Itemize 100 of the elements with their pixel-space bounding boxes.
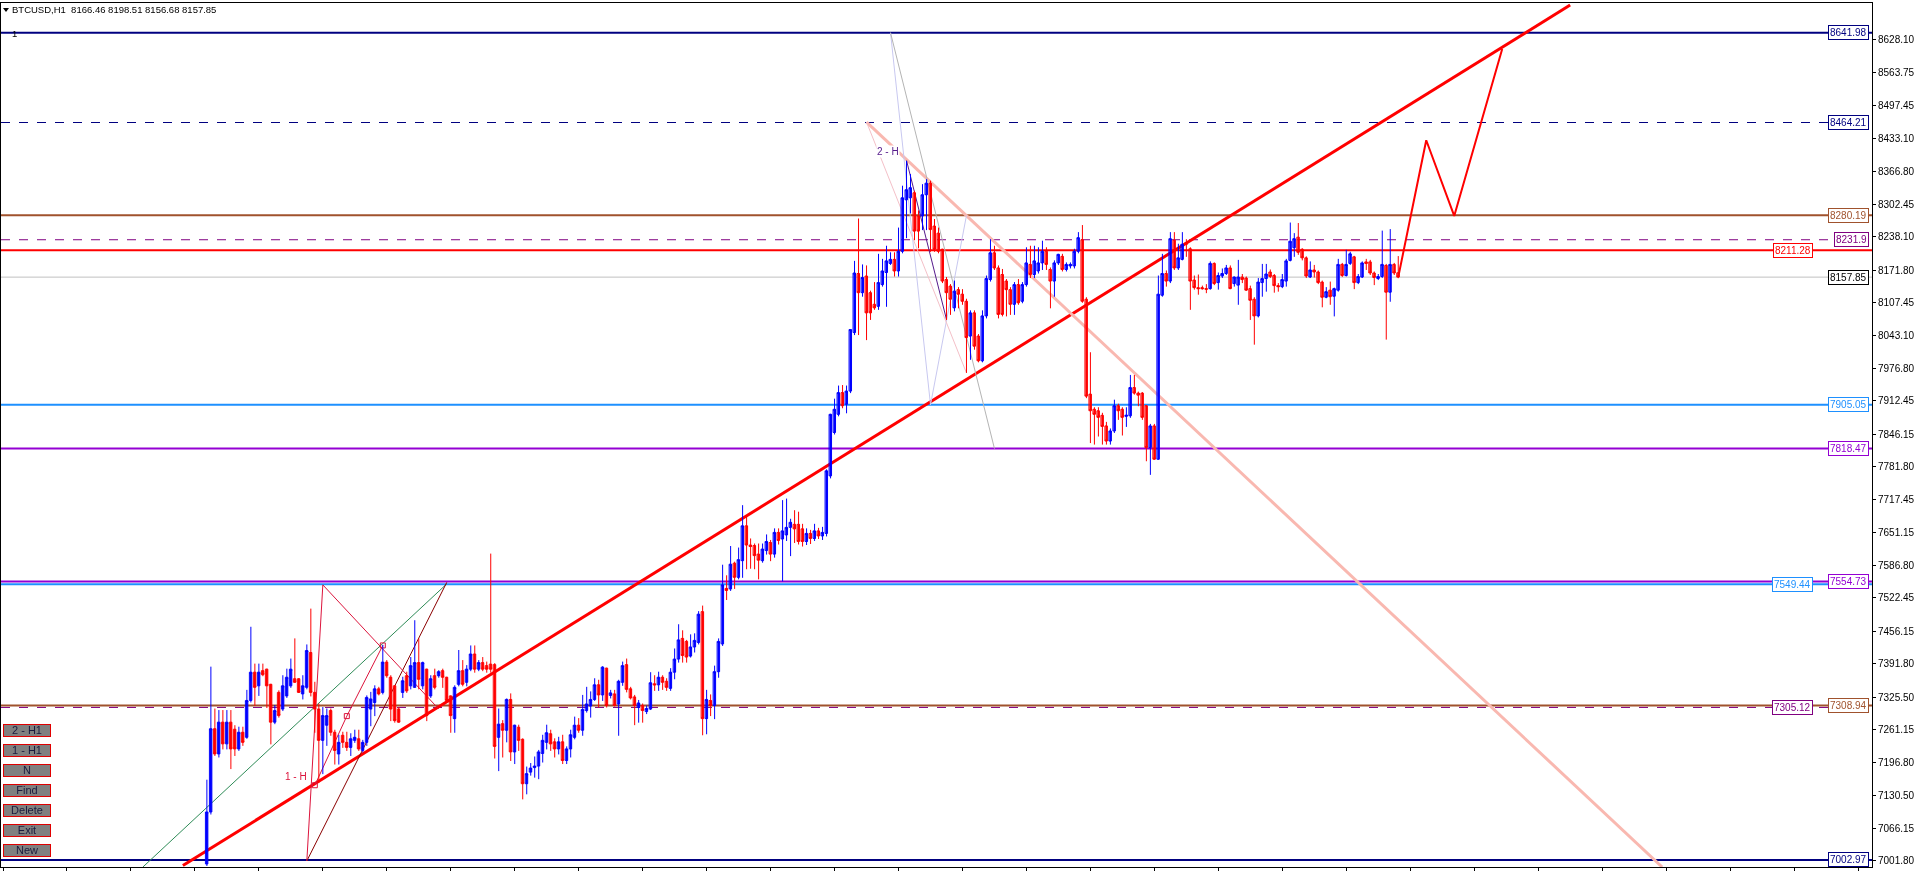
point — [379, 642, 386, 649]
candlestick — [217, 710, 221, 758]
candlestick — [877, 253, 881, 310]
candlestick — [757, 543, 761, 580]
candlestick — [609, 689, 613, 699]
candlestick — [729, 546, 733, 591]
candlestick — [605, 667, 609, 708]
candlestick — [725, 575, 729, 601]
text: 1 — [12, 27, 18, 39]
ref-line-label: 8231.9 — [1836, 234, 1868, 245]
candlestick — [225, 710, 229, 750]
y-tick-label: 8043.10 — [1878, 329, 1915, 341]
candlestick — [1032, 245, 1036, 279]
ref-line-label: 8211.28 — [1775, 245, 1811, 256]
candlestick — [777, 528, 781, 545]
candlestick — [649, 672, 653, 711]
y-tick-label: 8366.80 — [1878, 166, 1915, 178]
candlestick — [421, 661, 425, 690]
candlestick — [557, 736, 561, 755]
candlestick — [781, 500, 785, 582]
candlestick — [861, 264, 865, 297]
y-tick-label: 8433.10 — [1878, 132, 1915, 144]
candlestick — [1048, 267, 1052, 309]
candlestick — [613, 689, 617, 707]
y-tick-label: 7846.15 — [1878, 428, 1915, 440]
point — [343, 713, 350, 720]
candlestick — [1148, 423, 1152, 475]
candlestick — [1236, 259, 1240, 305]
candlestick — [705, 689, 709, 735]
candlestick — [953, 280, 956, 312]
ref-line-label: 7308.94 — [1830, 700, 1867, 711]
candlestick — [709, 694, 713, 717]
candlestick — [661, 675, 665, 690]
candlestick — [1204, 284, 1208, 294]
candlestick — [437, 670, 441, 678]
y-tick-label: 7196.80 — [1878, 756, 1915, 768]
candlestick — [1388, 229, 1392, 302]
candlestick — [425, 668, 429, 722]
candlestick — [773, 528, 777, 558]
candlestick — [505, 698, 509, 743]
candlestick — [1340, 262, 1344, 278]
candlestick — [1348, 251, 1352, 265]
candlestick — [969, 310, 972, 360]
candlestick — [509, 693, 513, 762]
candlestick — [561, 734, 565, 765]
y-tick-label: 8563.75 — [1878, 66, 1915, 78]
candlestick — [525, 766, 529, 795]
candlestick — [257, 663, 261, 696]
candlestick — [377, 686, 381, 696]
candlestick — [461, 660, 465, 687]
candlestick — [413, 620, 417, 688]
candlestick — [241, 726, 245, 746]
candlestick — [497, 708, 501, 772]
candlestick — [1208, 261, 1212, 290]
candlestick — [1384, 263, 1388, 340]
candlestick — [741, 505, 745, 578]
candlestick — [473, 645, 477, 673]
series-label: 2 - H — [877, 146, 899, 157]
candlestick — [229, 710, 233, 770]
candlestick — [1060, 253, 1064, 272]
candlestick — [665, 678, 669, 691]
ref-line-label: 8641.98 — [1830, 27, 1867, 38]
candlestick — [433, 668, 437, 690]
candlestick — [1016, 279, 1020, 305]
candlestick — [657, 671, 661, 691]
candlestick — [513, 724, 517, 765]
y-tick-label: 8302.45 — [1878, 198, 1915, 210]
candlestick — [1216, 272, 1220, 290]
candlestick — [813, 523, 817, 541]
candlestick — [453, 685, 457, 733]
candlestick — [477, 660, 481, 672]
candlestick — [417, 638, 421, 690]
ref-line-label: 7554.73 — [1830, 576, 1867, 587]
series-label: 1 - H — [285, 771, 307, 782]
candlestick — [577, 718, 581, 733]
candlestick — [701, 605, 705, 736]
ref-line-label: 7002.97 — [1830, 854, 1867, 865]
candlestick — [1000, 268, 1004, 317]
candlestick — [817, 527, 821, 539]
button: N — [3, 764, 51, 777]
ref-line-label: 7818.47 — [1830, 443, 1867, 454]
candlestick — [321, 707, 325, 775]
candlestick — [769, 539, 773, 562]
candlestick — [237, 726, 241, 751]
candlestick — [1196, 274, 1200, 295]
candlestick — [429, 675, 433, 698]
button: New — [3, 844, 51, 857]
y-tick-label: 7717.45 — [1878, 493, 1915, 505]
candlestick — [349, 733, 353, 756]
y-tick-label: 8238.10 — [1878, 231, 1915, 243]
candlestick — [273, 705, 277, 725]
y-tick-label: 8497.45 — [1878, 100, 1915, 112]
button: Find — [3, 784, 51, 797]
candlestick — [1328, 281, 1332, 305]
y-tick-label: 7130.50 — [1878, 790, 1915, 802]
candlestick — [1040, 240, 1044, 270]
ref-line-label: 7549.44 — [1774, 579, 1811, 590]
y-tick-label: 8171.80 — [1878, 264, 1915, 276]
candlestick — [253, 663, 257, 706]
candlestick — [405, 671, 409, 693]
